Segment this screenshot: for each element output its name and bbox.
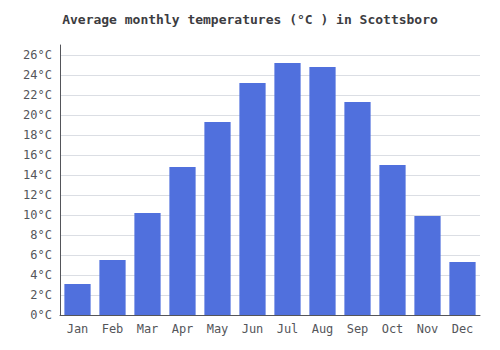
- svg-text:4°C: 4°C: [30, 268, 52, 282]
- svg-text:Oct: Oct: [382, 322, 404, 336]
- svg-text:Dec: Dec: [452, 322, 474, 336]
- svg-text:Jan: Jan: [67, 322, 89, 336]
- svg-text:Feb: Feb: [102, 322, 124, 336]
- svg-text:Apr: Apr: [172, 322, 194, 336]
- svg-text:22°C: 22°C: [23, 88, 52, 102]
- svg-text:8°C: 8°C: [30, 228, 52, 242]
- svg-text:Jun: Jun: [242, 322, 264, 336]
- svg-text:2°C: 2°C: [30, 288, 52, 302]
- svg-text:16°C: 16°C: [23, 148, 52, 162]
- svg-text:May: May: [207, 322, 229, 336]
- svg-text:12°C: 12°C: [23, 188, 52, 202]
- svg-text:24°C: 24°C: [23, 68, 52, 82]
- svg-text:10°C: 10°C: [23, 208, 52, 222]
- svg-text:26°C: 26°C: [23, 48, 52, 62]
- svg-text:6°C: 6°C: [30, 248, 52, 262]
- svg-text:Nov: Nov: [417, 322, 439, 336]
- svg-text:Jul: Jul: [277, 322, 299, 336]
- svg-text:Aug: Aug: [312, 322, 334, 336]
- svg-text:Average monthly temperatures (: Average monthly temperatures (°C ) in Sc…: [62, 12, 438, 27]
- svg-text:Mar: Mar: [137, 322, 159, 336]
- svg-text:Sep: Sep: [347, 322, 369, 336]
- svg-text:18°C: 18°C: [23, 128, 52, 142]
- svg-text:20°C: 20°C: [23, 108, 52, 122]
- svg-text:14°C: 14°C: [23, 168, 52, 182]
- svg-text:0°C: 0°C: [30, 308, 52, 322]
